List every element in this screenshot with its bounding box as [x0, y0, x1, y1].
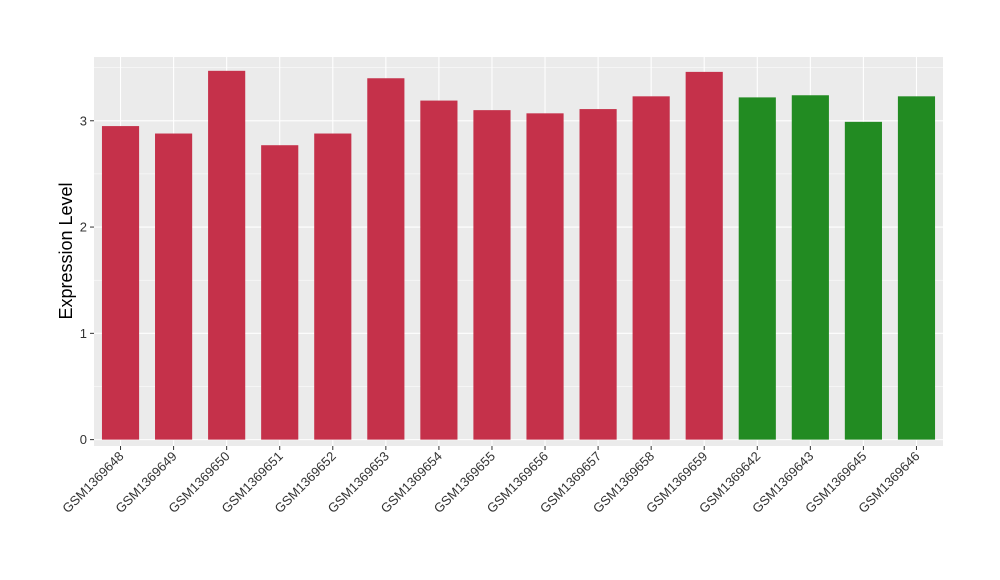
bar-GSM1369648	[101, 126, 140, 440]
bar-GSM1369656	[526, 113, 564, 440]
bars-group	[101, 70, 936, 440]
bar-GSM1369649	[155, 133, 193, 440]
bar-GSM1369657	[579, 109, 617, 440]
bar-GSM1369645	[844, 121, 882, 440]
y-tick-label: 3	[80, 113, 87, 128]
bar-GSM1369659	[685, 71, 723, 440]
bar-GSM1369646	[897, 96, 936, 440]
bar-GSM1369658	[632, 96, 670, 440]
bar-GSM1369650	[208, 70, 246, 440]
bar-GSM1369642	[738, 97, 776, 440]
bar-GSM1369654	[420, 100, 458, 440]
y-tick-label: 2	[80, 220, 87, 235]
bar-GSM1369653	[367, 78, 405, 440]
x-axis: GSM1369648GSM1369649GSM1369650GSM1369651…	[59, 446, 923, 516]
bar-GSM1369652	[314, 133, 352, 440]
bar-GSM1369655	[473, 110, 511, 440]
y-tick-label: 1	[80, 326, 87, 341]
y-axis: 0 1 2 3	[80, 113, 94, 447]
y-tick-label: 0	[80, 432, 87, 447]
y-axis-title: Expression Level	[56, 182, 76, 319]
bar-GSM1369651	[261, 145, 299, 440]
bar-GSM1369643	[791, 95, 829, 440]
